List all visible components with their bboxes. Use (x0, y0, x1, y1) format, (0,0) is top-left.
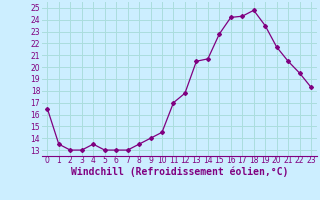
X-axis label: Windchill (Refroidissement éolien,°C): Windchill (Refroidissement éolien,°C) (70, 166, 288, 177)
